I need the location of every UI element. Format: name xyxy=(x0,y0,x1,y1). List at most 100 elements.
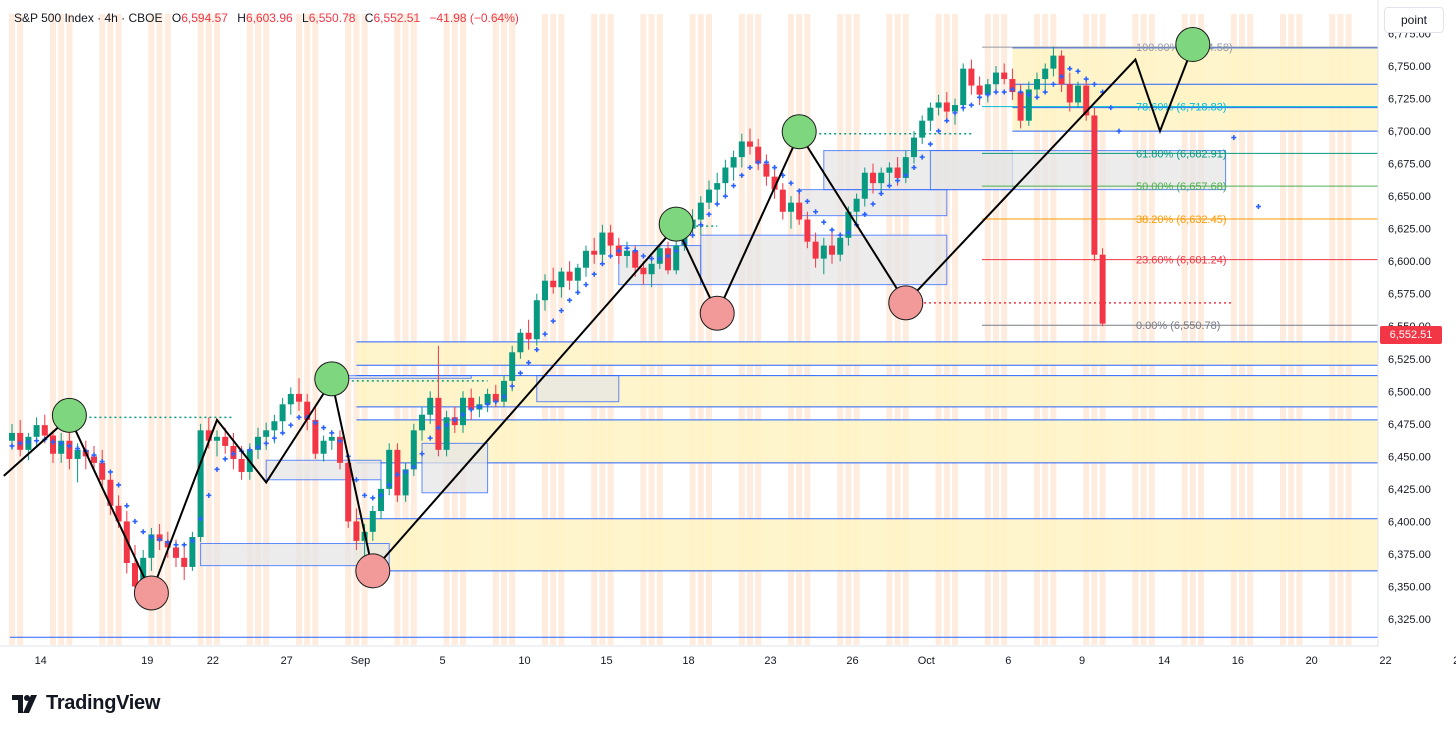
x-tick-label: 14 xyxy=(1158,655,1170,667)
demand-zone xyxy=(356,419,1378,463)
x-tick-label: 27 xyxy=(281,655,293,667)
ma-dot xyxy=(731,183,737,189)
ma-dot xyxy=(271,435,277,441)
candle-body xyxy=(960,68,967,106)
candle-body xyxy=(943,102,950,112)
ma-dot xyxy=(460,412,466,418)
x-tick-label: 24 xyxy=(1453,655,1456,667)
session-band xyxy=(1288,14,1295,645)
x-tick-label: 15 xyxy=(600,655,612,667)
candle-body xyxy=(886,167,893,173)
ma-dot xyxy=(1050,81,1056,87)
candle-body xyxy=(460,397,466,426)
session-band xyxy=(156,14,163,645)
ma-dot xyxy=(698,222,704,228)
ma-dot xyxy=(411,464,417,470)
y-tick-label: 6,625.00 xyxy=(1388,224,1431,236)
candle-body xyxy=(33,425,40,437)
ma-dot xyxy=(575,289,581,295)
session-band xyxy=(410,14,417,645)
candle-body xyxy=(952,105,958,112)
ma-dot xyxy=(378,492,384,498)
session-band xyxy=(1189,14,1196,645)
session-band xyxy=(984,14,991,645)
ma-dot xyxy=(370,495,376,501)
change-value: −41.98 (−0.64%) xyxy=(429,11,519,25)
ma-dot xyxy=(1018,89,1024,95)
candle-body xyxy=(517,332,524,353)
candle-body xyxy=(296,393,302,402)
session-band xyxy=(492,14,499,645)
zigzag-polyline xyxy=(3,46,1194,596)
candle-body xyxy=(1001,72,1008,80)
candle-body xyxy=(665,248,671,271)
ma-dot xyxy=(1034,94,1040,100)
ma-dot xyxy=(247,447,253,453)
candle-body xyxy=(320,440,327,454)
y-tick-label: 6,475.00 xyxy=(1388,419,1431,431)
candle-body xyxy=(714,183,721,190)
y-tick-label: 6,525.00 xyxy=(1388,354,1431,366)
x-tick-label: 10 xyxy=(518,655,530,667)
ma-dot xyxy=(722,193,728,199)
ma-dot xyxy=(58,440,64,446)
session-band xyxy=(755,14,762,645)
ma-dot xyxy=(394,472,400,478)
session-band xyxy=(460,14,466,645)
consolidation-boxes xyxy=(200,150,1227,567)
candle-body xyxy=(41,425,48,436)
ma-dot xyxy=(222,456,228,462)
ma-dot xyxy=(468,407,474,413)
candle-body xyxy=(1075,85,1081,103)
candle-body xyxy=(66,440,73,459)
candle-body xyxy=(779,189,786,212)
y-tick-label: 6,400.00 xyxy=(1388,516,1431,528)
session-band xyxy=(1083,14,1090,645)
ma-dot xyxy=(583,282,589,288)
ma-dot xyxy=(517,370,523,376)
candle-body xyxy=(1058,55,1065,85)
demand-zone xyxy=(1012,84,1378,108)
low-label: L xyxy=(302,11,309,25)
fib-label: 23.60% (6,601.24) xyxy=(1136,255,1227,267)
ma-dot xyxy=(886,183,892,189)
x-tick-label: 19 xyxy=(141,655,153,667)
candle-body xyxy=(271,421,278,431)
ma-dot xyxy=(1026,92,1032,98)
ma-dot xyxy=(403,469,409,475)
brand-logo: TradingView xyxy=(12,692,160,715)
ma-dot xyxy=(919,154,925,160)
ma-dot xyxy=(485,401,491,407)
candle-body xyxy=(574,267,581,281)
candle-body xyxy=(132,563,138,587)
session-band xyxy=(1247,14,1254,645)
ma-dot xyxy=(878,191,884,197)
session-band xyxy=(1230,14,1237,645)
ma-dot xyxy=(329,430,335,436)
ma-dot xyxy=(714,201,720,207)
ma-dot xyxy=(312,420,318,426)
price-unit-button[interactable]: point xyxy=(1384,7,1444,33)
ma-dot xyxy=(599,261,605,267)
session-band xyxy=(788,14,794,645)
y-tick-label: 6,450.00 xyxy=(1388,451,1431,463)
candle-body xyxy=(812,241,819,259)
ma-dot xyxy=(181,542,187,548)
candle-body xyxy=(91,456,97,463)
ma-dot xyxy=(591,271,597,277)
pivot-high-marker xyxy=(314,361,350,397)
session-band xyxy=(804,14,811,645)
ma-dot xyxy=(230,451,236,457)
ma-dot xyxy=(788,180,794,186)
candle-body xyxy=(468,397,475,410)
session-band xyxy=(1198,14,1204,645)
candle-body xyxy=(935,102,942,108)
session-band xyxy=(943,14,950,645)
session-bands xyxy=(9,14,1352,645)
session-band xyxy=(353,14,360,645)
session-band xyxy=(591,14,598,645)
ma-dot xyxy=(140,529,146,535)
candle-body xyxy=(911,137,917,158)
session-band xyxy=(1239,14,1245,645)
